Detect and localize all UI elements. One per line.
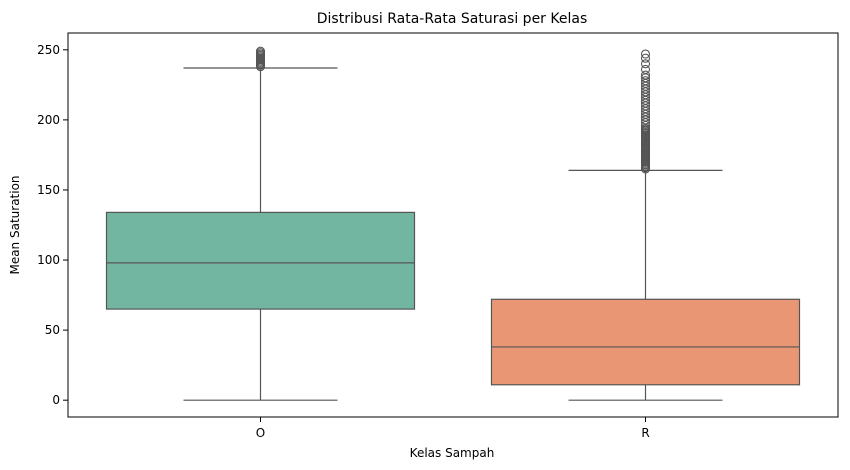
plot-area [105,46,801,401]
y-tick-label: 150 [37,183,60,197]
outlier-point [640,70,651,80]
y-tick-label: 100 [37,253,60,267]
outlier-point [640,76,651,86]
x-tick-label: R [641,426,649,440]
y-tick-label: 50 [45,323,60,337]
x-tick-label: O [256,426,265,440]
outlier-point [640,53,651,63]
y-axis: 0 50 100 150 200 250 [37,43,68,407]
chart-title: Distribusi Rata-Rata Saturasi per Kelas [317,11,588,27]
box-group-R [490,49,801,401]
outlier-point [640,59,651,69]
plot-frame [67,32,839,418]
x-axis-label: Kelas Sampah [410,446,495,460]
iqr-box [105,211,416,310]
outlier-point [640,49,651,59]
box-group-O [105,46,416,401]
y-tick-label: 200 [37,113,60,127]
y-tick-label: 0 [52,393,60,407]
outlier-point [640,64,651,74]
outlier-point [255,46,266,56]
y-tick-label: 250 [37,43,60,57]
iqr-box [490,298,801,386]
y-axis-label: Mean Saturation [8,175,22,274]
